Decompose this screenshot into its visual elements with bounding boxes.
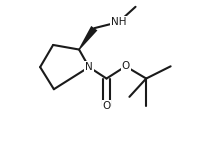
Polygon shape [79,26,97,50]
Text: O: O [102,101,111,111]
Text: N: N [85,62,93,72]
Text: O: O [121,61,130,71]
Text: NH: NH [111,17,126,27]
